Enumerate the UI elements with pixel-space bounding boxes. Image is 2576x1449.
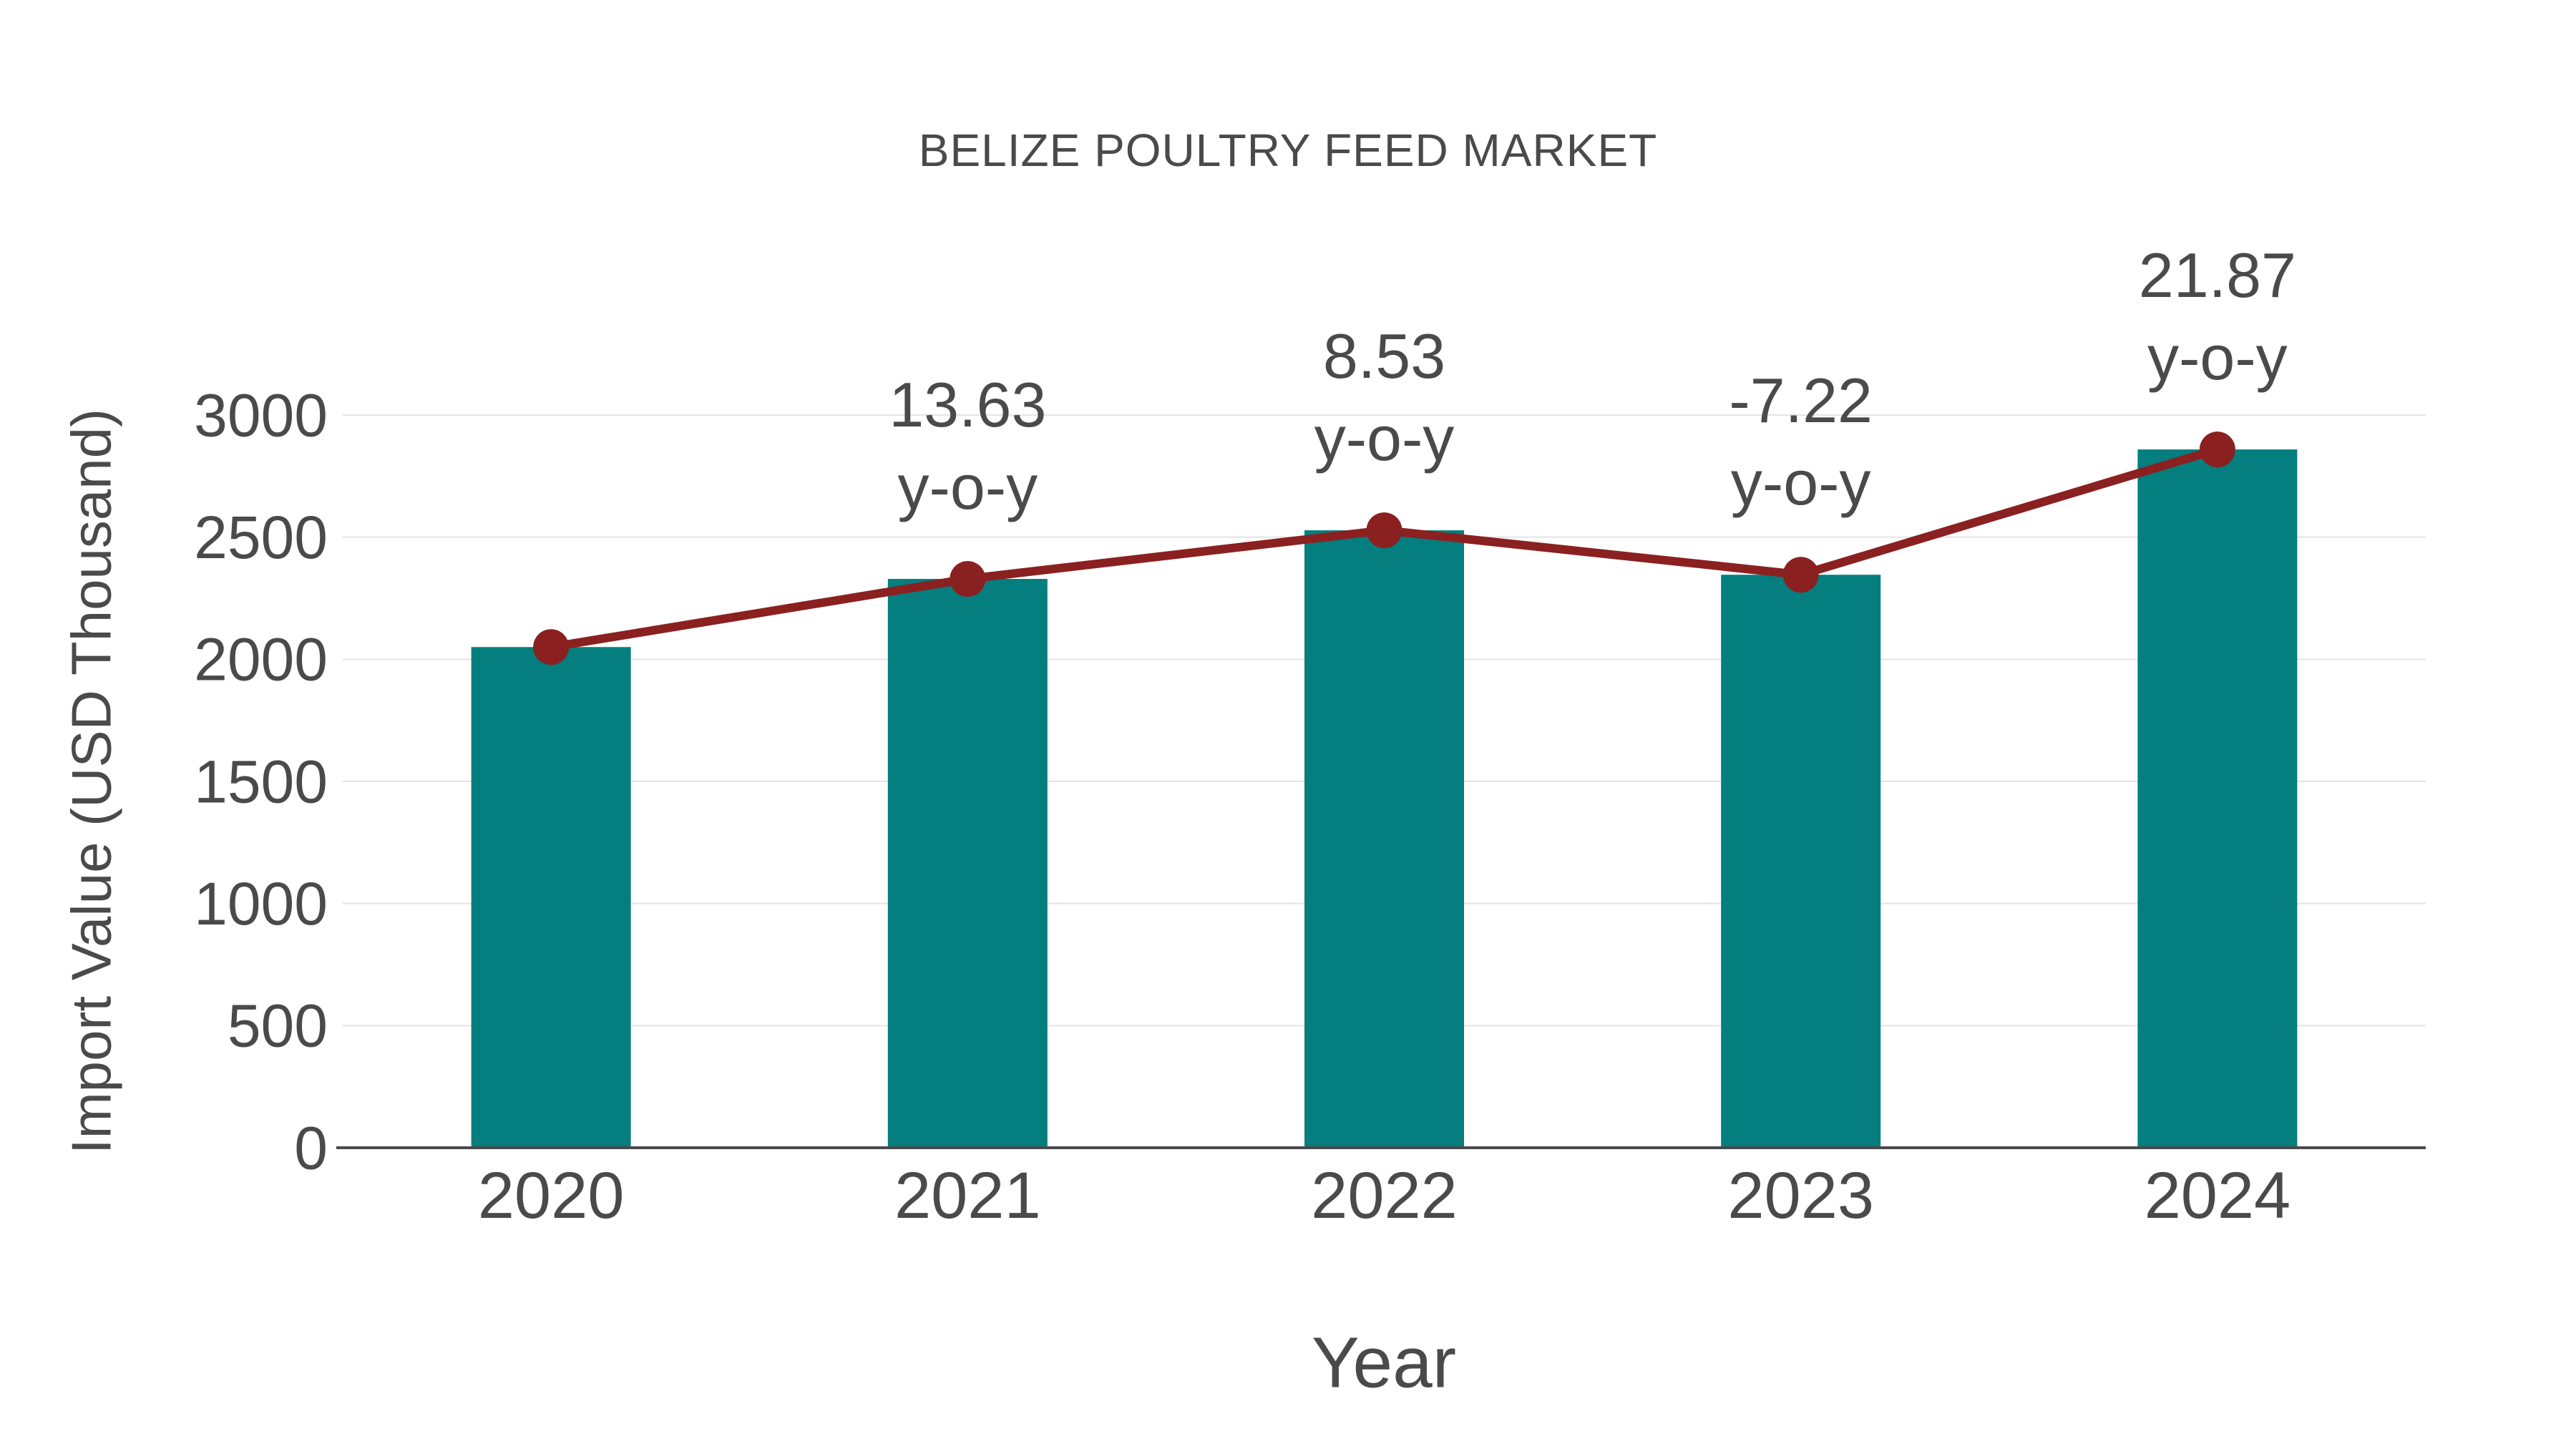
annotation-value: -7.22 [1729,365,1873,436]
annotation-label: y-o-y [1731,447,1871,518]
annotation-value: 8.53 [1323,321,1445,391]
line-marker [1366,512,1402,549]
x-tick-label: 2023 [1727,1159,1874,1232]
bar [887,579,1048,1148]
y-tick-label: 3000 [194,381,328,449]
x-tick-label: 2024 [2145,1159,2291,1232]
annotation-value: 13.63 [889,369,1046,440]
x-tick-label: 2020 [478,1159,625,1232]
annotation-label: y-o-y [898,452,1038,522]
bar [1304,530,1464,1148]
x-tick-label: 2021 [894,1159,1041,1232]
x-tick-labels: 2020 2021 2022 2023 2024 [478,1159,2290,1232]
y-tick-label: 1500 [194,748,328,815]
bar [2137,449,2298,1148]
chart-title: BELIZE POULTRY FEED MARKET [918,125,1658,176]
bar [471,647,631,1148]
y-tick-label: 2500 [194,504,328,571]
line-marker [1782,557,1819,593]
line-series [533,431,2235,665]
y-tick-label: 1000 [194,870,328,937]
y-tick-label: 0 [294,1114,328,1181]
bar [1721,575,1881,1148]
bar-series [471,449,2298,1148]
line-marker [533,629,570,665]
y-tick-labels: 0 500 1000 1500 2000 2500 3000 [194,381,328,1181]
annotation-label: y-o-y [2147,322,2288,393]
y-tick-label: 500 [228,992,328,1060]
line-marker [950,561,986,597]
annotations: 13.63 y-o-y 8.53 y-o-y -7.22 y-o-y 21.87 y-o-y [889,240,2296,522]
line-marker [2199,431,2235,468]
y-tick-label: 2000 [194,626,328,693]
x-axis-title: Year [1311,1322,1457,1403]
annotation-value: 21.87 [2139,240,2296,311]
x-tick-label: 2022 [1311,1159,1458,1232]
annotation-label: y-o-y [1314,403,1455,474]
